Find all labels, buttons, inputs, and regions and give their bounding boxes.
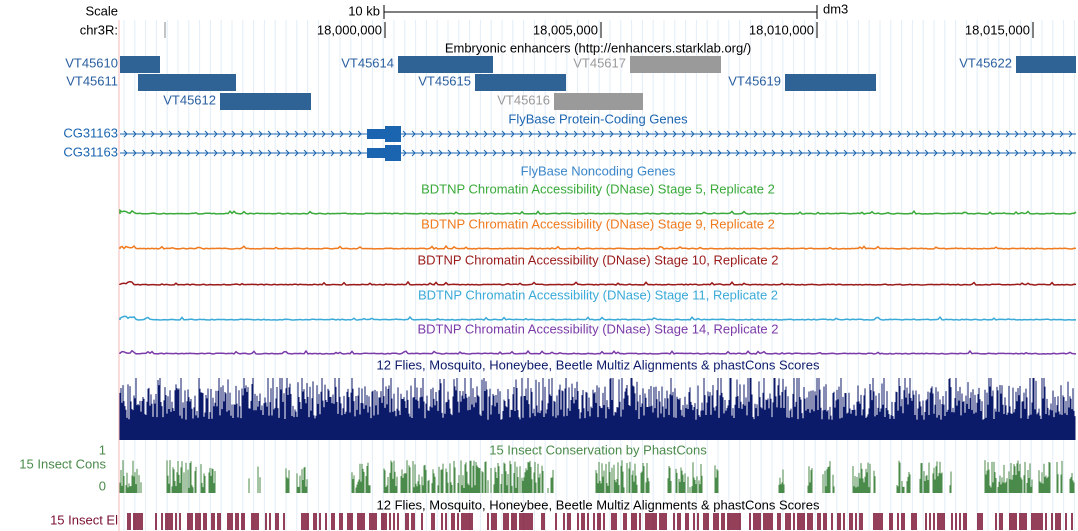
multiz-signal xyxy=(119,378,1076,440)
exon xyxy=(385,126,401,142)
gene-label: CG31163 xyxy=(63,144,118,159)
enhancer-label: VT45614 xyxy=(341,55,394,70)
ruler-position: 18,015,000 xyxy=(965,22,1030,37)
track-title: 12 Flies, Mosquito, Honeybee, Beetle Mul… xyxy=(377,357,820,372)
conserved-elements xyxy=(127,513,1073,530)
enhancer-label: VT45616 xyxy=(497,92,550,107)
gene-strand-arrows xyxy=(123,130,1073,138)
enhancer-label: VT45617 xyxy=(573,55,626,70)
chrom-label: chr3R: xyxy=(80,22,118,37)
track-title: BDTNP Chromatin Accessibility (DNase) St… xyxy=(421,216,775,231)
track-title: BDTNP Chromatin Accessibility (DNase) St… xyxy=(417,321,778,336)
track-title: BDTNP Chromatin Accessibility (DNase) St… xyxy=(417,252,778,267)
track-title: 12 Flies, Mosquito, Honeybee, Beetle Mul… xyxy=(377,497,820,512)
scale-bar-label: 10 kb xyxy=(348,3,380,18)
elements-label: 15 Insect El xyxy=(50,512,118,527)
track-title: BDTNP Chromatin Accessibility (DNase) St… xyxy=(418,287,778,302)
enhancer[interactable] xyxy=(138,74,236,91)
gene-strand-arrows xyxy=(123,149,1073,157)
track-title: Embryonic enhancers (http://enhancers.st… xyxy=(445,40,751,55)
enhancer-label: VT45619 xyxy=(728,73,781,88)
enhancer[interactable] xyxy=(120,56,160,73)
exon xyxy=(367,148,385,158)
dnase-signal xyxy=(119,208,1077,215)
ruler-position: 18,005,000 xyxy=(533,22,598,37)
scale-label: Scale xyxy=(85,3,118,18)
track-title: BDTNP Chromatin Accessibility (DNase) St… xyxy=(421,181,775,196)
ruler-position: 18,010,000 xyxy=(749,22,814,37)
track-title: FlyBase Noncoding Genes xyxy=(521,163,676,178)
enhancer[interactable] xyxy=(220,93,311,110)
cons-signal xyxy=(119,460,1075,493)
track-title: FlyBase Protein-Coding Genes xyxy=(508,111,688,126)
enhancer-label: VT45612 xyxy=(163,92,216,107)
enhancer-label: VT45622 xyxy=(959,55,1012,70)
exon xyxy=(367,129,385,139)
assembly: dm3 xyxy=(823,1,848,16)
dnase-signal xyxy=(119,280,1077,286)
cons-max: 1 xyxy=(99,442,106,457)
enhancer[interactable] xyxy=(630,56,721,73)
enhancer-label: VT45611 xyxy=(66,73,118,88)
enhancer[interactable] xyxy=(1016,56,1076,73)
ruler-position: 18,000,000 xyxy=(317,22,382,37)
dnase-signal xyxy=(119,349,1077,355)
cons-min: 0 xyxy=(99,478,106,493)
enhancer-label: VT45610 xyxy=(65,55,118,70)
enhancer[interactable] xyxy=(554,93,643,110)
exon xyxy=(385,145,401,161)
enhancer[interactable] xyxy=(785,74,876,91)
enhancer[interactable] xyxy=(475,74,566,91)
enhancer-label: VT45615 xyxy=(418,73,471,88)
cons-label: 15 Insect Cons xyxy=(19,456,106,471)
enhancer[interactable] xyxy=(398,56,493,73)
track-title: 15 Insect Conservation by PhastCons xyxy=(489,442,707,457)
gene-label: CG31163 xyxy=(63,125,118,140)
dnase-signal xyxy=(119,244,1077,250)
dnase-signal xyxy=(119,315,1077,321)
